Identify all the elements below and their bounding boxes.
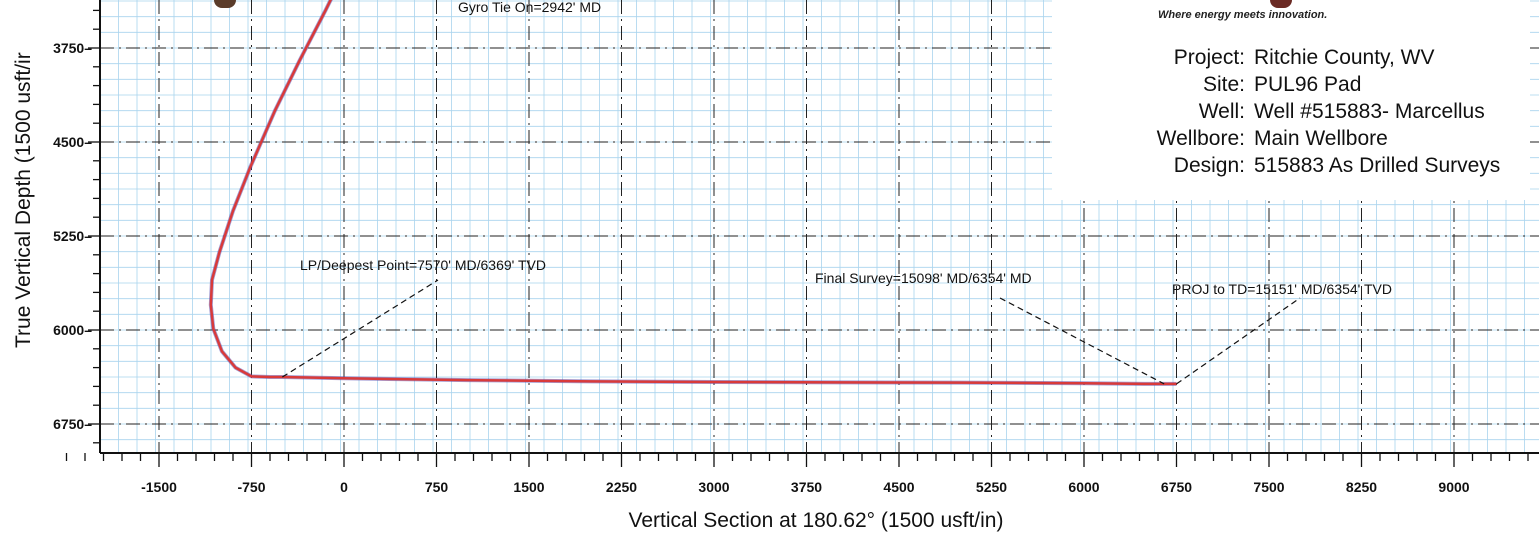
info-key: Wellbore: bbox=[1156, 127, 1245, 150]
x-tick-label: 3000 bbox=[698, 479, 729, 495]
y-tick-label: 3750– bbox=[53, 40, 92, 56]
annotation-final-survey: Final Survey=15098' MD/6354' MD bbox=[815, 270, 1032, 286]
info-key: Project: bbox=[1173, 46, 1245, 69]
logo-fragment-icon bbox=[214, 0, 236, 8]
trajectory-line bbox=[209, 0, 1177, 386]
x-tick-label: 4500 bbox=[883, 479, 914, 495]
leader-line bbox=[1176, 297, 1301, 385]
company-logo-icon bbox=[1270, 0, 1292, 8]
x-tick-label: 6000 bbox=[1068, 479, 1099, 495]
leader-line bbox=[999, 297, 1165, 385]
axes bbox=[65, 0, 1539, 467]
x-tick-label: 7500 bbox=[1253, 479, 1284, 495]
info-value: 515883 As Drilled Surveys bbox=[1254, 154, 1501, 177]
well-info-box bbox=[1052, 0, 1530, 200]
x-tick-label: 8250 bbox=[1346, 479, 1377, 495]
annotations: Gyro Tie On=2942' MD LP/Deepest Point=757… bbox=[282, 0, 1392, 385]
x-axis-title: Vertical Section at 180.62° (1500 usft/i… bbox=[629, 509, 1004, 532]
y-tick-label: 6000– bbox=[53, 322, 92, 338]
axis-labels: -1500 -750 0 750 1500 2250 3000 3750 4500 5250 600… bbox=[12, 40, 1470, 532]
info-key: Design: bbox=[1173, 154, 1245, 177]
info-key: Site: bbox=[1202, 73, 1245, 96]
x-tick-label: -750 bbox=[237, 479, 265, 495]
info-value: PUL96 Pad bbox=[1254, 73, 1362, 96]
y-axis-title: True Vertical Depth (1500 usft/ir bbox=[12, 52, 35, 348]
y-tick-label: 6750– bbox=[53, 416, 92, 432]
info-value: Well #515883- Marcellus bbox=[1254, 100, 1485, 123]
x-tick-label: 5250 bbox=[976, 479, 1007, 495]
x-tick-label: 9000 bbox=[1438, 479, 1469, 495]
info-value: Main Wellbore bbox=[1254, 127, 1388, 150]
x-tick-label: 6750 bbox=[1161, 479, 1192, 495]
annotation-lp-deepest-point: LP/Deepest Point=7570' MD/6369' TVD bbox=[300, 257, 546, 273]
x-tick-label: 1500 bbox=[513, 479, 544, 495]
annotation-proj-to-td: PROJ to TD=15151' MD/6354' TVD bbox=[1172, 281, 1392, 297]
x-tick-label: 0 bbox=[340, 479, 348, 495]
info-key: Well: bbox=[1198, 100, 1245, 123]
x-tick-label: 2250 bbox=[606, 479, 637, 495]
info-value: Ritchie County, WV bbox=[1254, 46, 1435, 69]
leader-line bbox=[282, 279, 439, 378]
x-tick-label: 3750 bbox=[791, 479, 822, 495]
company-tagline: Where energy meets innovation. bbox=[1158, 9, 1328, 21]
annotation-gyro-tie-on: Gyro Tie On=2942' MD bbox=[458, 0, 601, 15]
y-tick-label: 5250– bbox=[53, 228, 92, 244]
x-tick-label: 750 bbox=[425, 479, 449, 495]
x-tick-label: -1500 bbox=[141, 479, 177, 495]
trajectory bbox=[208, 0, 1177, 386]
y-tick-label: 4500– bbox=[53, 134, 92, 150]
